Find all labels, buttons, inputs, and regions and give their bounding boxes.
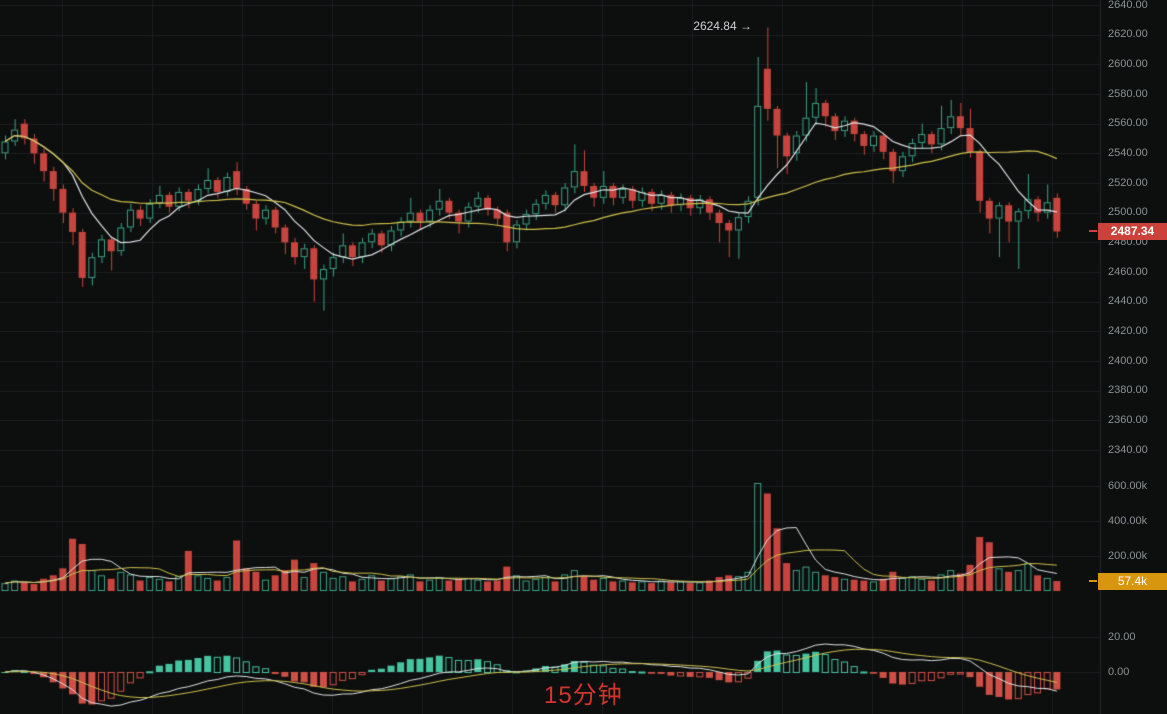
price-axis-label: 2460.00 xyxy=(1108,265,1148,278)
macd-axis-label: 20.00 xyxy=(1108,630,1136,643)
price-axis-label: 2420.00 xyxy=(1108,324,1148,337)
price-axis-label: 2500.00 xyxy=(1108,206,1148,219)
timeframe-watermark: 15分钟 xyxy=(544,682,623,709)
price-axis-label: 2560.00 xyxy=(1108,117,1148,130)
price-tick-dash xyxy=(1089,229,1097,232)
session-high-annotation: 2624.84 → xyxy=(693,19,752,33)
last-price-value: 2487.34 xyxy=(1110,224,1155,239)
price-axis-label: 2600.00 xyxy=(1108,57,1148,70)
volume-axis-label: 600.00k xyxy=(1108,479,1148,492)
price-axis-label: 2520.00 xyxy=(1108,176,1148,189)
volume-tick-dash xyxy=(1089,579,1097,582)
price-axis-label: 2580.00 xyxy=(1108,87,1148,100)
price-axis-label: 2400.00 xyxy=(1108,354,1148,367)
last-volume-badge: 57.4k xyxy=(1089,572,1167,590)
price-axis-label: 2380.00 xyxy=(1108,384,1148,397)
price-axis-label: 2640.00 xyxy=(1108,0,1148,11)
price-axis-label: 2540.00 xyxy=(1108,146,1148,159)
volume-axis-label: 400.00k xyxy=(1108,514,1148,527)
last-volume-value: 57.4k xyxy=(1117,574,1148,588)
last-price-badge: 2487.34 xyxy=(1089,222,1167,240)
volume-axis-label: 200.00k xyxy=(1108,549,1148,562)
macd-axis-label: 0.00 xyxy=(1108,665,1130,678)
price-axis-label: 2440.00 xyxy=(1108,295,1148,308)
price-axis-label: 2620.00 xyxy=(1108,28,1148,41)
price-axis-label: 2340.00 xyxy=(1108,443,1148,456)
price-axis-label: 2360.00 xyxy=(1108,413,1148,426)
